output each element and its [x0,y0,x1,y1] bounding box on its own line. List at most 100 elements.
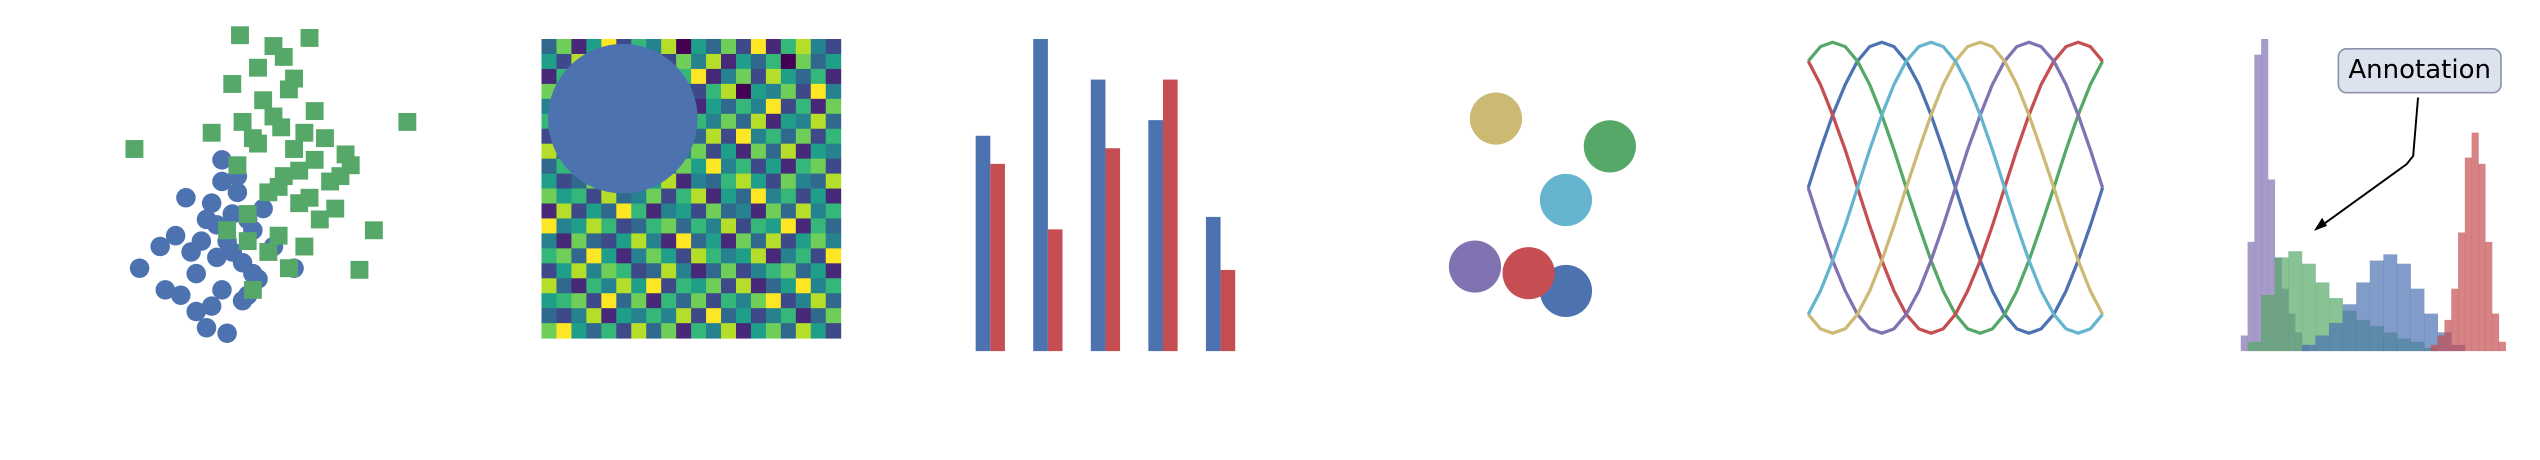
heatmap-cell [825,53,842,70]
heatmap-cell [631,203,647,219]
scatter-square [259,243,278,261]
heatmap-cell [541,188,557,204]
heatmap-cell [825,323,842,339]
heatmap-cell [721,173,737,190]
heatmap-cell [676,173,692,190]
heatmap-cell [765,218,782,234]
heatmap-cell [691,218,707,234]
heatmap-cell [721,53,737,70]
heatmap-cell [750,293,767,309]
heatmap-cell [571,323,587,339]
histogram-bar [2329,323,2343,352]
heatmap-cell [765,158,782,175]
heatmap-cell [556,323,572,339]
heatmap-cell [601,203,617,219]
heatmap-cell [676,323,692,339]
heatmap-cell [750,323,767,339]
circle-patch [1583,120,1636,173]
heatmap-cell [676,53,692,70]
scatter-point [186,263,206,284]
bar [1220,269,1236,352]
heatmap-cell [780,308,797,324]
heatmap-cell [810,83,827,100]
scatter-square [295,123,314,142]
heatmap-cell [586,323,602,339]
heatmap-cell [541,39,557,55]
scatter-point [217,323,237,343]
heatmap-cell [556,263,572,279]
heatmap-cell [646,263,662,279]
heatmap-cell [735,173,752,190]
heatmap-cell [706,323,722,339]
heatmap-cell [706,83,722,100]
line [1806,40,2104,335]
marks [125,26,2506,352]
heatmap-cell [631,278,647,294]
heatmap-cell [691,158,707,175]
heatmap-cell [586,263,602,279]
scatter-point [222,204,243,224]
annotation-text: Annotation [2348,55,2491,85]
heatmap-cell [795,188,812,204]
histogram-bar [2267,179,2276,352]
heatmap-cell [541,233,557,249]
heatmap-cell [750,158,767,175]
heatmap-cell [556,233,572,249]
bar [1033,39,1048,352]
heatmap-cell [780,263,797,279]
heatmap-cell [825,203,842,219]
heatmap-cell [691,233,707,249]
heatmap-cell [541,53,557,70]
scatter-square [316,129,334,148]
heatmap-cell [735,143,752,160]
heatmap-cell [661,323,677,339]
heatmap-cell [676,39,692,55]
heatmap-cell [541,248,557,264]
scatter-point [243,263,263,284]
heatmap-cell [825,98,842,115]
heatmap-cell [676,263,692,279]
heatmap-cell [676,248,692,264]
heatmap-cell [810,53,827,70]
scatter-square [305,102,324,121]
heatmap-cell [706,128,722,145]
histogram-bar [2396,263,2411,352]
heatmap-cell [735,308,752,324]
heatmap-cell [825,39,842,55]
heatmap-cell [825,113,842,130]
heatmap-cell [691,143,707,160]
heatmap-cell [691,248,707,264]
heatmap-cell [750,113,767,130]
heatmap-cell [691,188,707,204]
heatmap-cell [795,218,812,234]
heatmap-cell [735,293,752,309]
histogram-bar [2478,163,2486,352]
heatmap-cell [780,278,797,294]
heatmap-cell [750,143,767,160]
heatmap-cell [780,83,797,100]
heatmap-cell [765,83,782,100]
heatmap-cell [646,293,662,309]
heatmap-cell [556,248,572,264]
heatmap-cell [721,293,737,309]
heatmap-cell [661,248,677,264]
heatmap-cell [541,308,557,324]
heatmap-cell [765,188,782,204]
heatmap-cell [571,218,587,234]
scatter-point [227,182,248,203]
heatmap-cell [721,323,737,339]
heatmap-cell [556,39,572,55]
scatter-square [326,199,345,218]
bar [1047,229,1063,352]
heatmap-cell [825,158,842,175]
scatter-point [171,285,191,306]
heatmap-cell [765,278,782,294]
histogram-bar [2261,39,2269,352]
heatmap-cell [765,113,782,130]
heatmap-cell [825,188,842,204]
bar [1090,79,1106,352]
heatmap-cell [780,68,797,85]
scatter-point [201,296,222,316]
heatmap-cell [541,143,557,160]
heatmap-cell [706,173,722,190]
